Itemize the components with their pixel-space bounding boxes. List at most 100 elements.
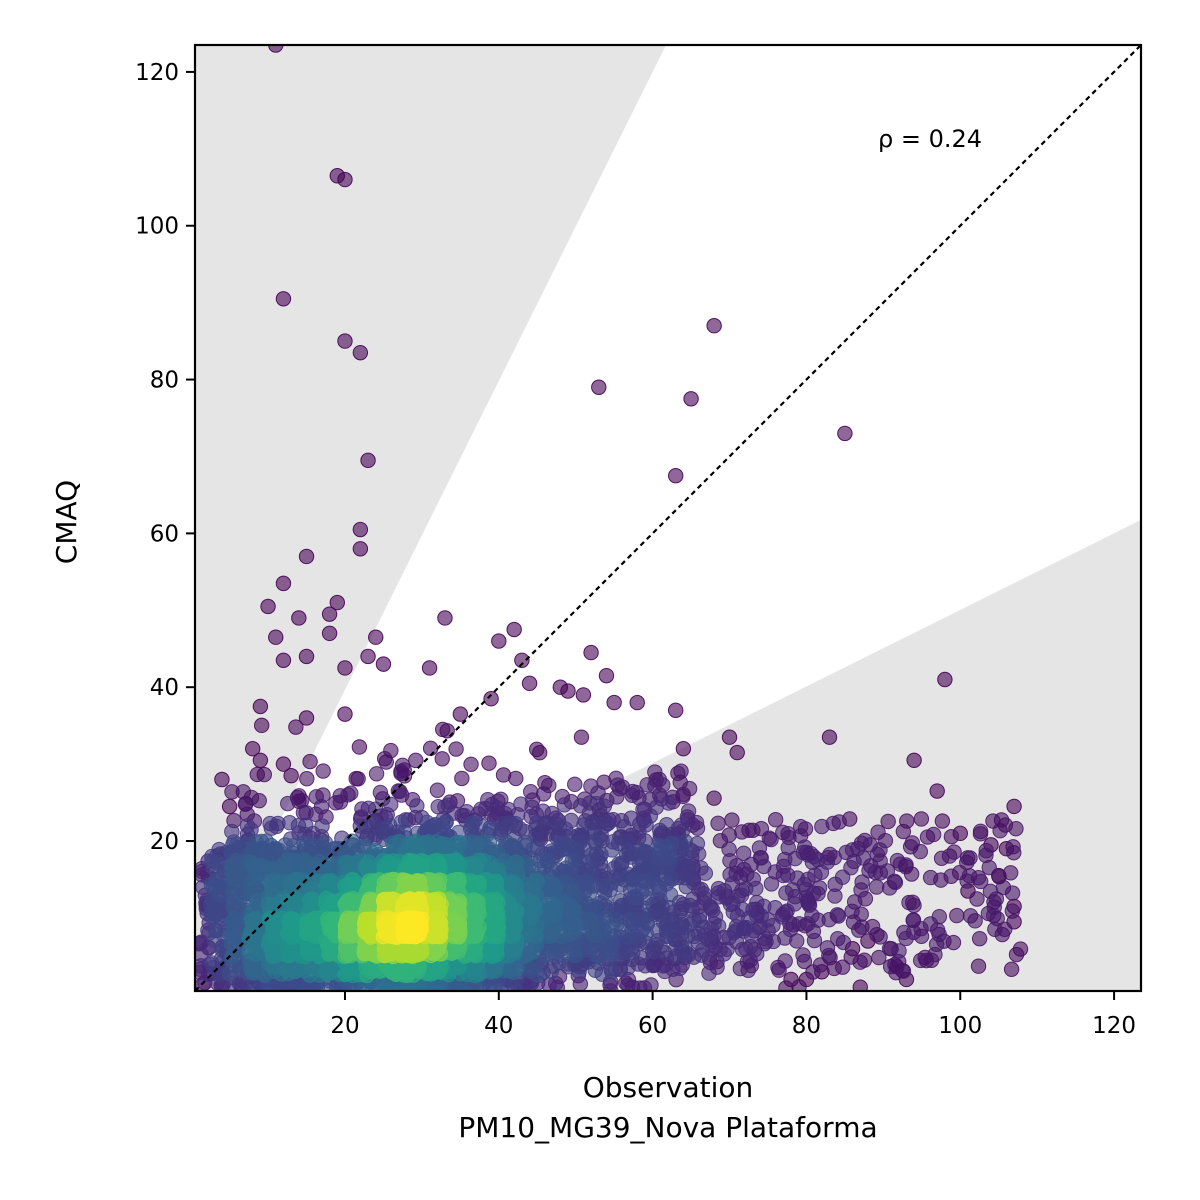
data-point xyxy=(852,979,868,991)
data-point xyxy=(913,928,930,944)
data-point xyxy=(943,828,960,845)
data-point xyxy=(675,741,692,757)
data-point xyxy=(529,814,545,831)
data-point xyxy=(821,729,838,745)
data-point xyxy=(949,907,965,924)
data-point xyxy=(795,947,811,963)
data-point xyxy=(869,926,885,943)
data-point xyxy=(895,823,912,840)
data-point xyxy=(992,823,1008,839)
data-point xyxy=(222,965,238,982)
data-point xyxy=(238,795,254,812)
data-point xyxy=(695,942,711,958)
data-point xyxy=(383,796,399,813)
data-point xyxy=(429,782,446,798)
data-point xyxy=(298,548,315,565)
data-point xyxy=(245,911,261,928)
data-point xyxy=(925,826,942,843)
data-point xyxy=(970,958,987,974)
data-point xyxy=(422,740,439,757)
data-point xyxy=(514,652,530,668)
data-point xyxy=(409,798,425,814)
data-point xyxy=(567,776,583,793)
data-point xyxy=(525,896,541,912)
data-point xyxy=(352,344,369,361)
data-point xyxy=(683,391,699,407)
data-point xyxy=(1008,820,1024,837)
data-point xyxy=(632,980,648,991)
data-point xyxy=(214,771,230,788)
data-point xyxy=(583,644,599,661)
data-point xyxy=(586,898,602,914)
data-point xyxy=(329,594,345,611)
data-point xyxy=(426,964,443,981)
data-point xyxy=(751,840,768,856)
data-point xyxy=(488,943,505,959)
data-point xyxy=(241,943,258,960)
data-point xyxy=(275,291,292,307)
data-point xyxy=(360,648,376,665)
data-point xyxy=(796,876,812,893)
data-point xyxy=(624,787,640,803)
data-point xyxy=(1004,885,1021,901)
data-point xyxy=(209,854,226,871)
data-point xyxy=(895,963,912,979)
data-point xyxy=(244,741,261,757)
data-point xyxy=(529,741,545,758)
data-point xyxy=(350,771,366,787)
data-point xyxy=(411,876,427,892)
data-point xyxy=(454,770,470,787)
data-point xyxy=(604,964,620,980)
data-point xyxy=(982,883,999,900)
data-point xyxy=(725,895,741,911)
data-point xyxy=(343,912,360,928)
data-point xyxy=(767,811,784,828)
data-point xyxy=(587,833,603,849)
data-point xyxy=(584,815,600,831)
data-point xyxy=(638,881,655,897)
data-point xyxy=(528,966,545,983)
data-point xyxy=(275,652,292,668)
data-point xyxy=(394,943,410,959)
data-point xyxy=(846,894,863,910)
data-point xyxy=(778,980,794,991)
data-point xyxy=(814,818,830,835)
data-point xyxy=(338,966,354,982)
data-point xyxy=(337,706,353,722)
data-point xyxy=(933,850,950,867)
data-point xyxy=(604,842,620,858)
data-point xyxy=(437,610,453,626)
data-point xyxy=(268,629,284,645)
data-point xyxy=(622,911,638,927)
data-point xyxy=(732,960,749,977)
data-point xyxy=(881,940,898,957)
data-point xyxy=(1006,798,1022,815)
data-point xyxy=(721,729,738,745)
data-point xyxy=(529,874,545,890)
data-point xyxy=(328,795,344,811)
data-point xyxy=(819,940,836,956)
data-point xyxy=(868,879,885,895)
data-point xyxy=(555,947,572,963)
data-point xyxy=(710,815,726,832)
data-point xyxy=(337,171,353,188)
data-point xyxy=(748,880,764,897)
data-point xyxy=(321,625,338,642)
data-point xyxy=(503,876,520,892)
data-point xyxy=(680,803,697,819)
data-point xyxy=(352,541,369,557)
data-point xyxy=(937,671,953,688)
data-point xyxy=(706,790,722,806)
data-point xyxy=(483,691,499,707)
data-point xyxy=(1003,961,1020,978)
data-point xyxy=(705,902,721,918)
data-point xyxy=(260,598,276,615)
data-point xyxy=(667,467,684,484)
data-point xyxy=(252,698,269,715)
data-point xyxy=(667,702,684,718)
data-point xyxy=(906,752,922,768)
data-point xyxy=(505,964,522,980)
data-point xyxy=(372,784,389,801)
data-point xyxy=(830,931,846,947)
